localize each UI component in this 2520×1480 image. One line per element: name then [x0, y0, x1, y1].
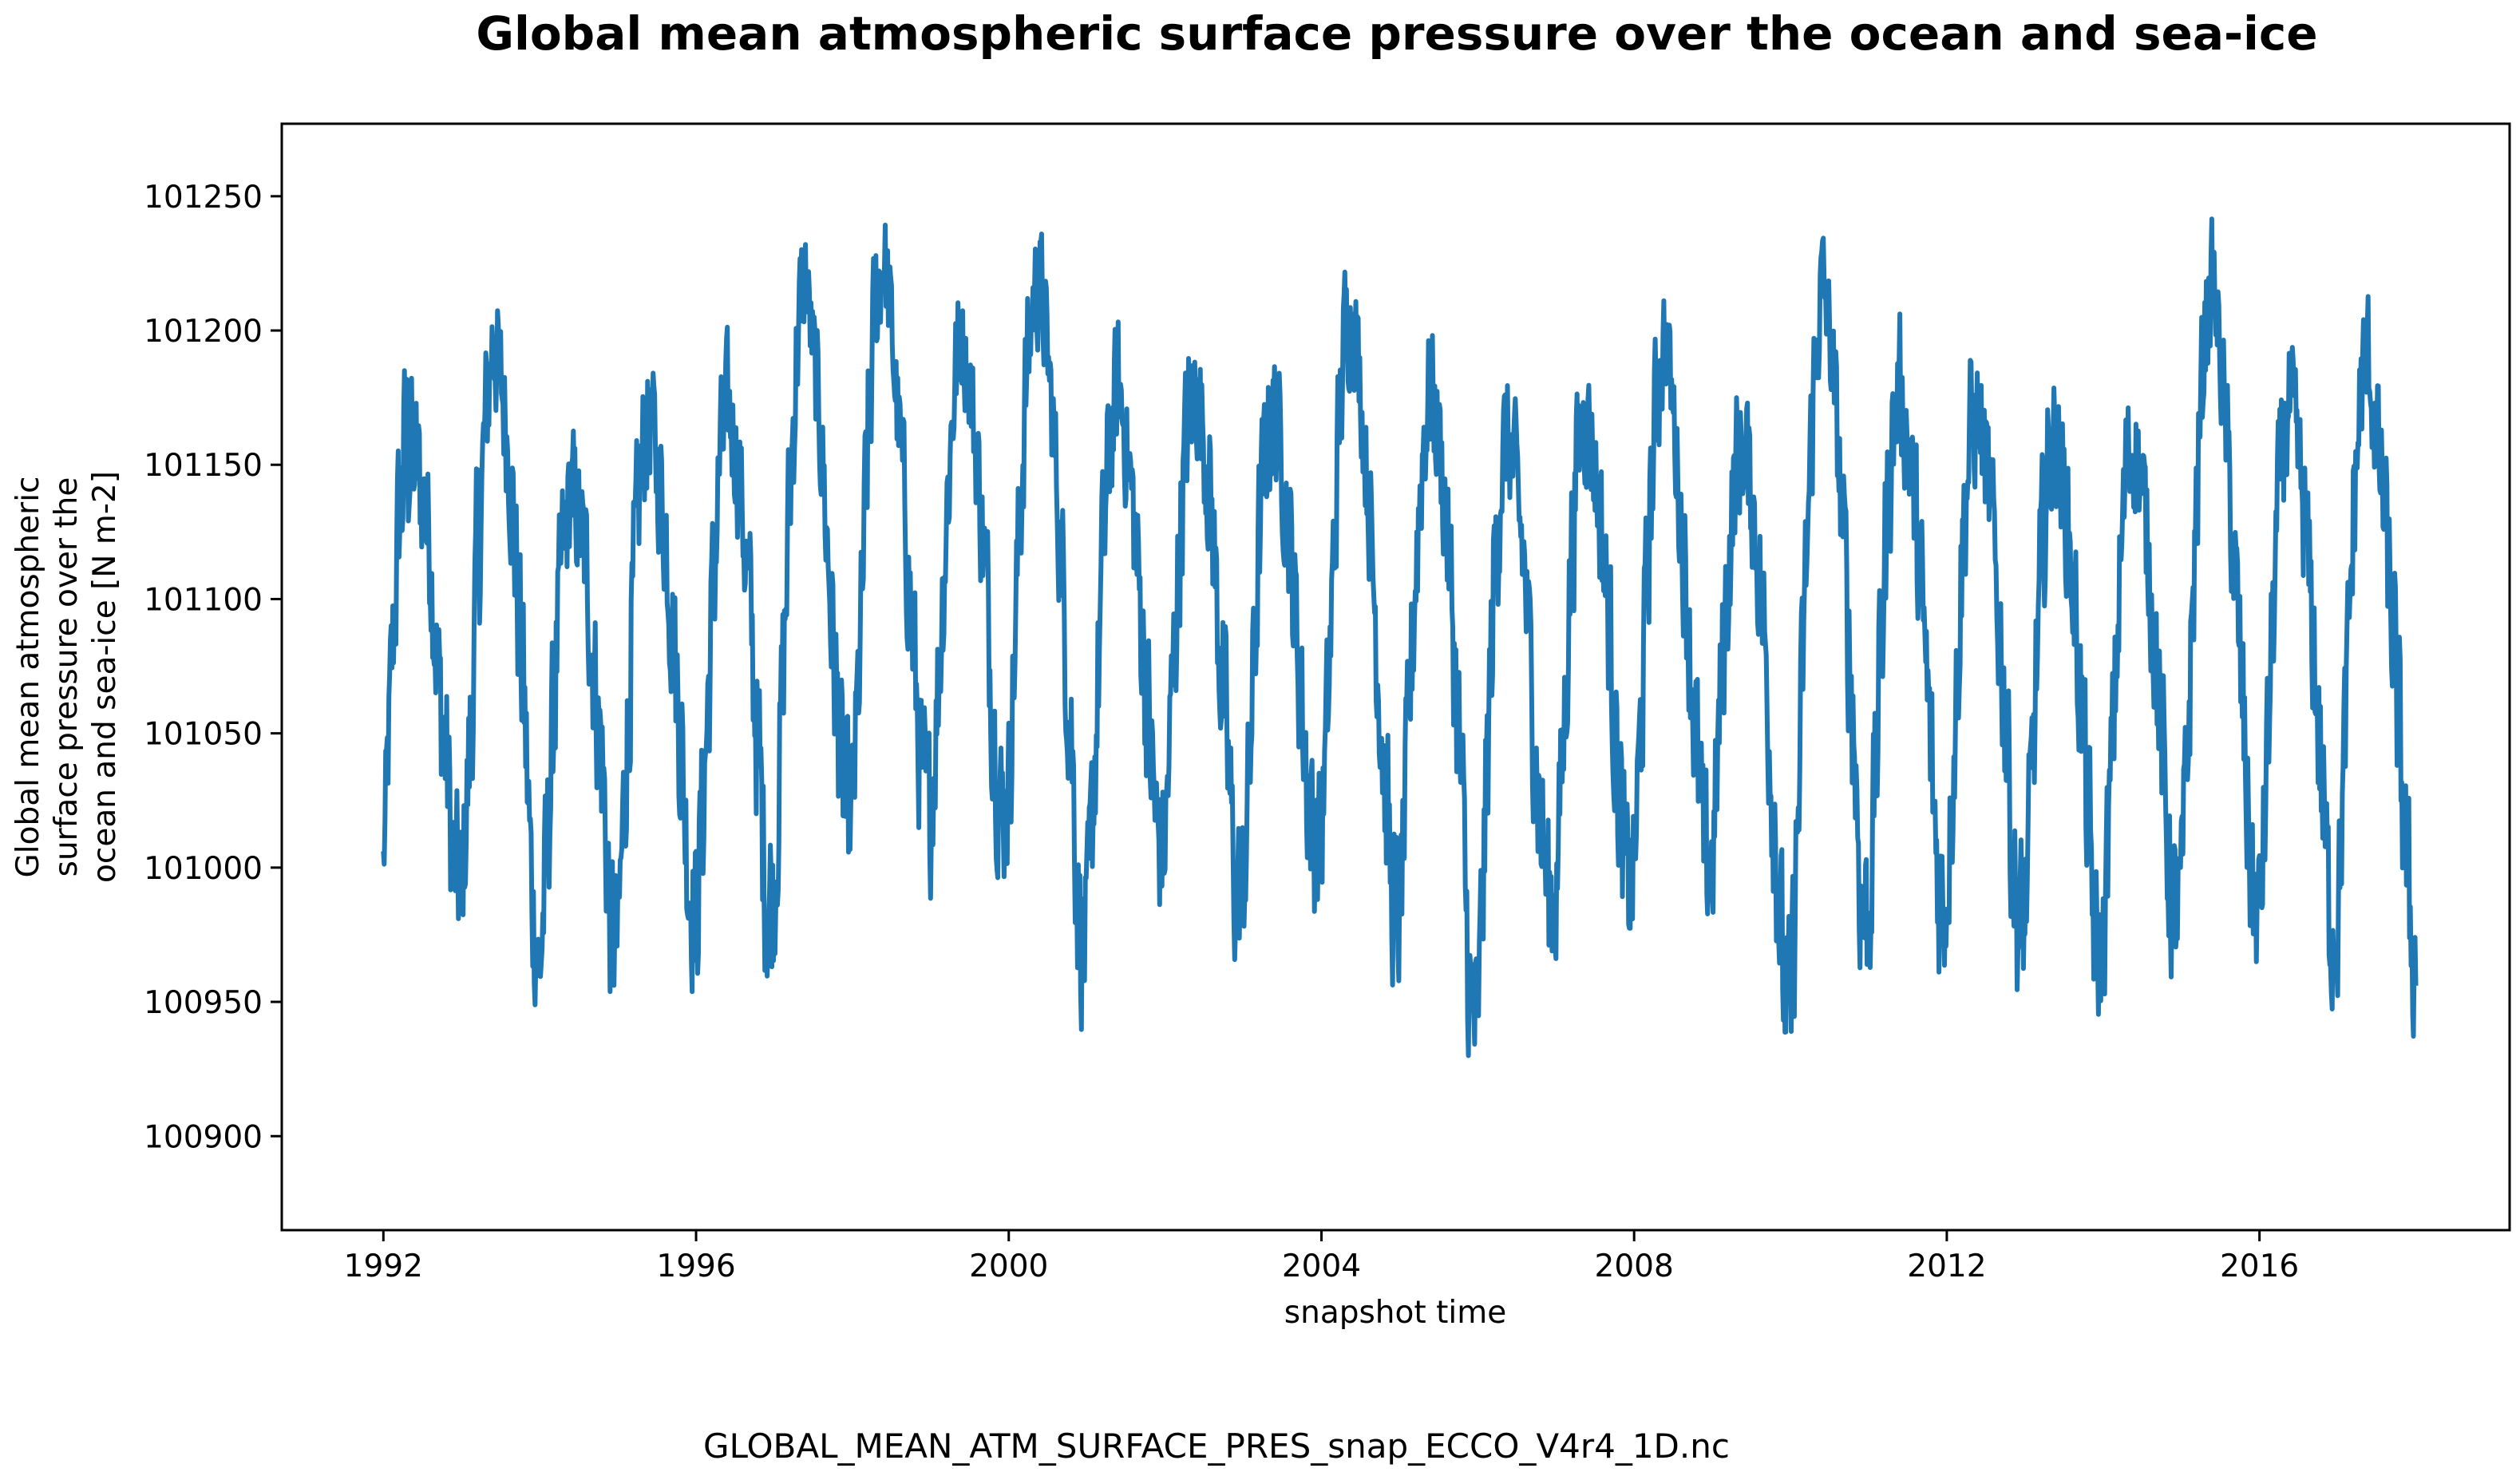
x-tick-label: 1996: [656, 1249, 735, 1284]
y-tick-label: 101250: [144, 180, 263, 216]
series-line-surface-pressure: [381, 216, 2419, 1059]
x-axis-ticks: 1992 1996 2000 2004 2008 2012 2016: [344, 1230, 2299, 1284]
y-axis-ticks: 100900 100950 101000 101050 101100 101150 1012…: [144, 180, 282, 1155]
axes-frame: [280, 122, 2511, 1232]
y-tick-label: 100950: [144, 985, 263, 1021]
y-axis-label-line-3: ocean and sea-ice [N m-2]: [87, 471, 123, 883]
x-tick-label: 2004: [1282, 1249, 1361, 1284]
figure-caption: GLOBAL_MEAN_ATM_SURFACE_PRES_snap_ECCO_V…: [703, 1427, 1730, 1466]
y-axis-label-line-2: surface pressure over the: [49, 477, 85, 877]
y-tick-label: 101150: [144, 448, 263, 484]
x-tick-label: 2016: [2220, 1249, 2299, 1284]
y-axis-label: Global mean atmospheric surface pressure…: [10, 471, 123, 883]
y-tick-label: 101100: [144, 582, 263, 618]
y-tick-label: 101050: [144, 717, 263, 753]
x-tick-label: 1992: [344, 1249, 423, 1284]
plot-area: [381, 216, 2419, 1059]
y-tick-label: 101200: [144, 314, 263, 350]
x-axis-label: snapshot time: [1284, 1295, 1506, 1331]
x-tick-label: 2000: [969, 1249, 1048, 1284]
chart-title: Global mean atmospheric surface pressure…: [476, 6, 2317, 61]
x-tick-label: 2012: [1907, 1249, 1986, 1284]
y-tick-label: 101000: [144, 851, 263, 887]
y-axis-label-line-1: Global mean atmospheric: [10, 477, 46, 878]
y-tick-label: 100900: [144, 1119, 263, 1155]
x-tick-label: 2008: [1595, 1249, 1674, 1284]
